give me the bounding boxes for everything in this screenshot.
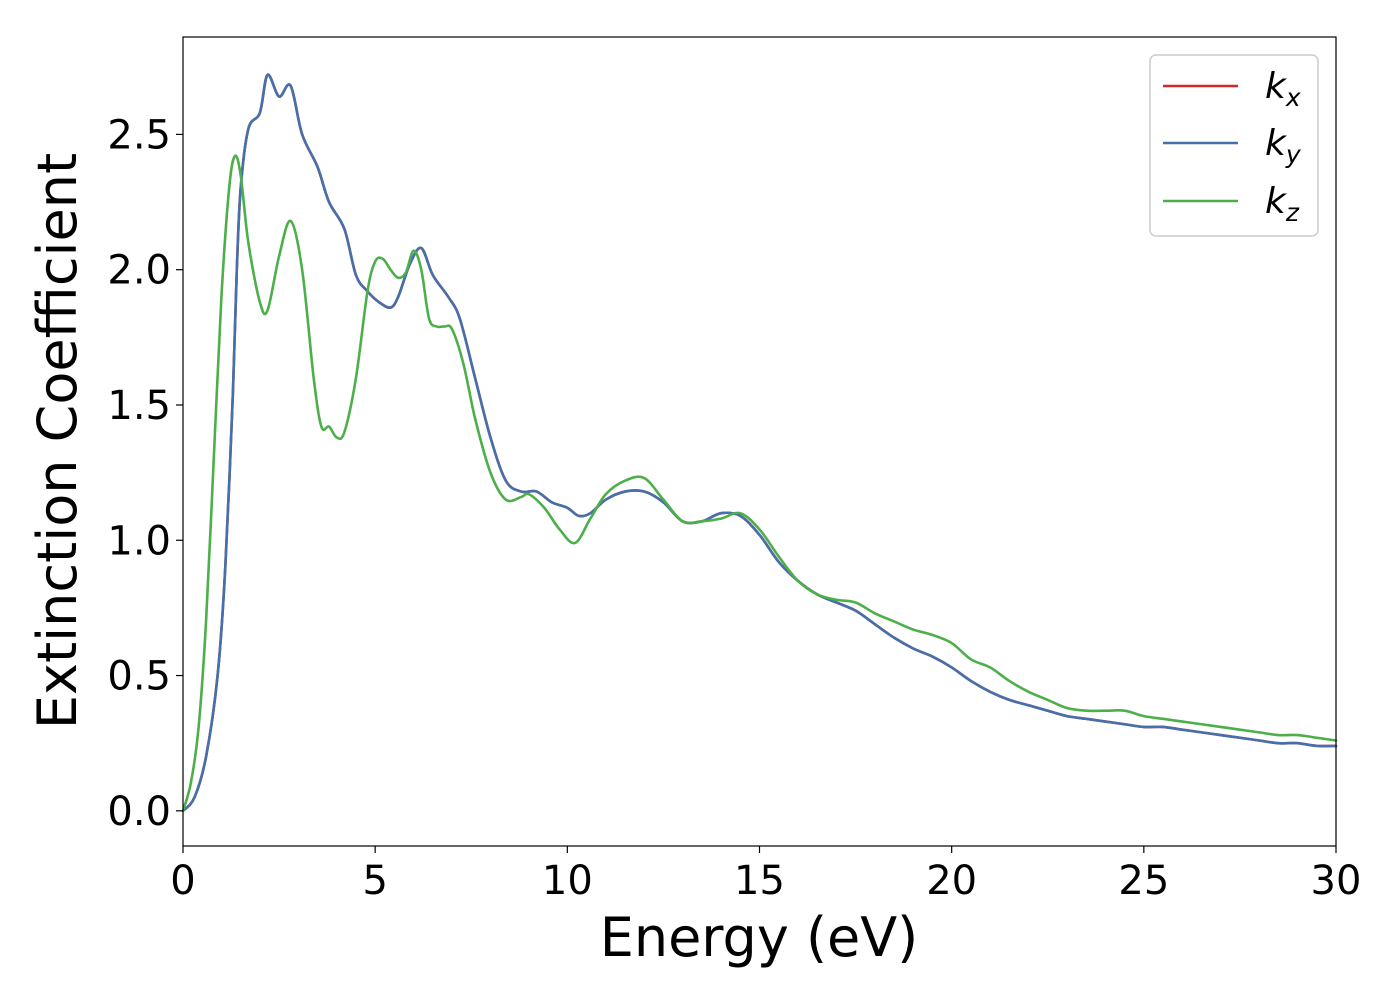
legend-label-kx: kx [1265, 66, 1301, 112]
x-tick-label: 30 [1311, 858, 1362, 904]
x-tick-label: 15 [734, 858, 785, 904]
y-axis-title: Extinction Coefficient [26, 153, 89, 729]
x-tick-label: 5 [362, 858, 387, 904]
series-line-kz [181, 154, 1338, 813]
x-tick-label: 20 [926, 858, 977, 904]
y-tick-label: 2.5 [107, 112, 171, 158]
legend-label-kz: kz [1265, 181, 1300, 227]
y-tick-label: 0.0 [107, 789, 171, 835]
x-tick-label: 10 [542, 858, 593, 904]
legend: kx ky kz [1149, 54, 1319, 237]
x-axis: 0 5 10 15 20 25 30 [170, 846, 1361, 904]
series-layer [181, 73, 1338, 813]
x-tick-label: 0 [170, 858, 195, 904]
y-tick-label: 1.5 [107, 383, 171, 429]
legend-box [1149, 54, 1319, 237]
y-tick-label: 0.5 [107, 654, 171, 700]
x-axis-title: Energy (eV) [600, 906, 919, 969]
y-axis: 0.0 0.5 1.0 1.5 2.0 2.5 [107, 112, 183, 835]
y-tick-label: 2.0 [107, 248, 171, 294]
series-line-ky [181, 73, 1338, 813]
y-tick-label: 1.0 [107, 518, 171, 564]
legend-label-ky: ky [1265, 123, 1302, 169]
x-tick-label: 25 [1118, 858, 1169, 904]
